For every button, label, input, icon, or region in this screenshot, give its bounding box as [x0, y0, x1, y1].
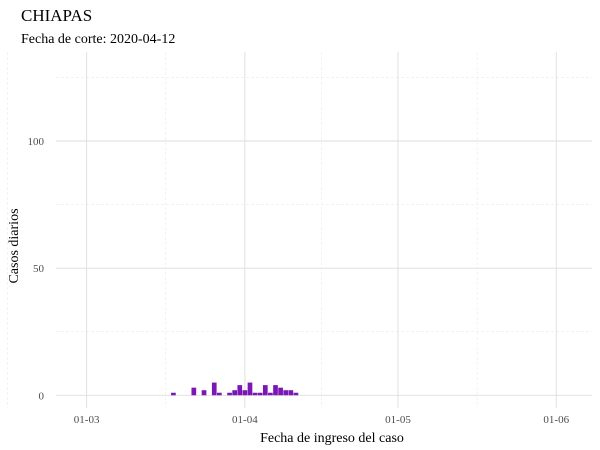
y-tick-label: 0	[39, 390, 45, 402]
bar	[211, 382, 217, 396]
bar	[242, 390, 248, 396]
bar	[247, 382, 253, 396]
x-tick-label: 01-06	[543, 414, 569, 426]
chart-subtitle: Fecha de corte: 2020-04-12	[21, 32, 175, 47]
bar	[262, 385, 268, 396]
bar	[252, 392, 258, 396]
y-tick-label: 50	[33, 263, 45, 275]
bar	[257, 392, 263, 396]
bars	[171, 382, 299, 396]
x-tick-label: 01-04	[232, 414, 258, 426]
bar	[232, 390, 238, 396]
bar	[288, 390, 294, 396]
bar	[227, 392, 232, 396]
bar	[201, 390, 207, 396]
bar	[273, 385, 278, 396]
x-tick-label: 01-05	[385, 414, 411, 426]
bar	[191, 387, 197, 396]
x-axis-title: Fecha de ingreso del caso	[260, 431, 404, 446]
bar	[268, 392, 273, 396]
grid	[7, 52, 592, 408]
x-tick-label: 01-03	[74, 414, 100, 426]
x-axis-ticks: 01-03 01-04 01-05 01-06	[74, 414, 570, 426]
bar	[217, 392, 222, 396]
bar	[283, 390, 289, 396]
y-tick-label: 100	[28, 136, 45, 148]
bar	[171, 392, 176, 396]
chart-title: CHIAPAS	[21, 6, 92, 25]
y-axis-title: Casos diarios	[7, 208, 22, 283]
bar	[293, 392, 299, 396]
y-axis-ticks: 0 50 100	[28, 136, 45, 402]
bar	[278, 387, 283, 396]
bar	[237, 385, 243, 396]
